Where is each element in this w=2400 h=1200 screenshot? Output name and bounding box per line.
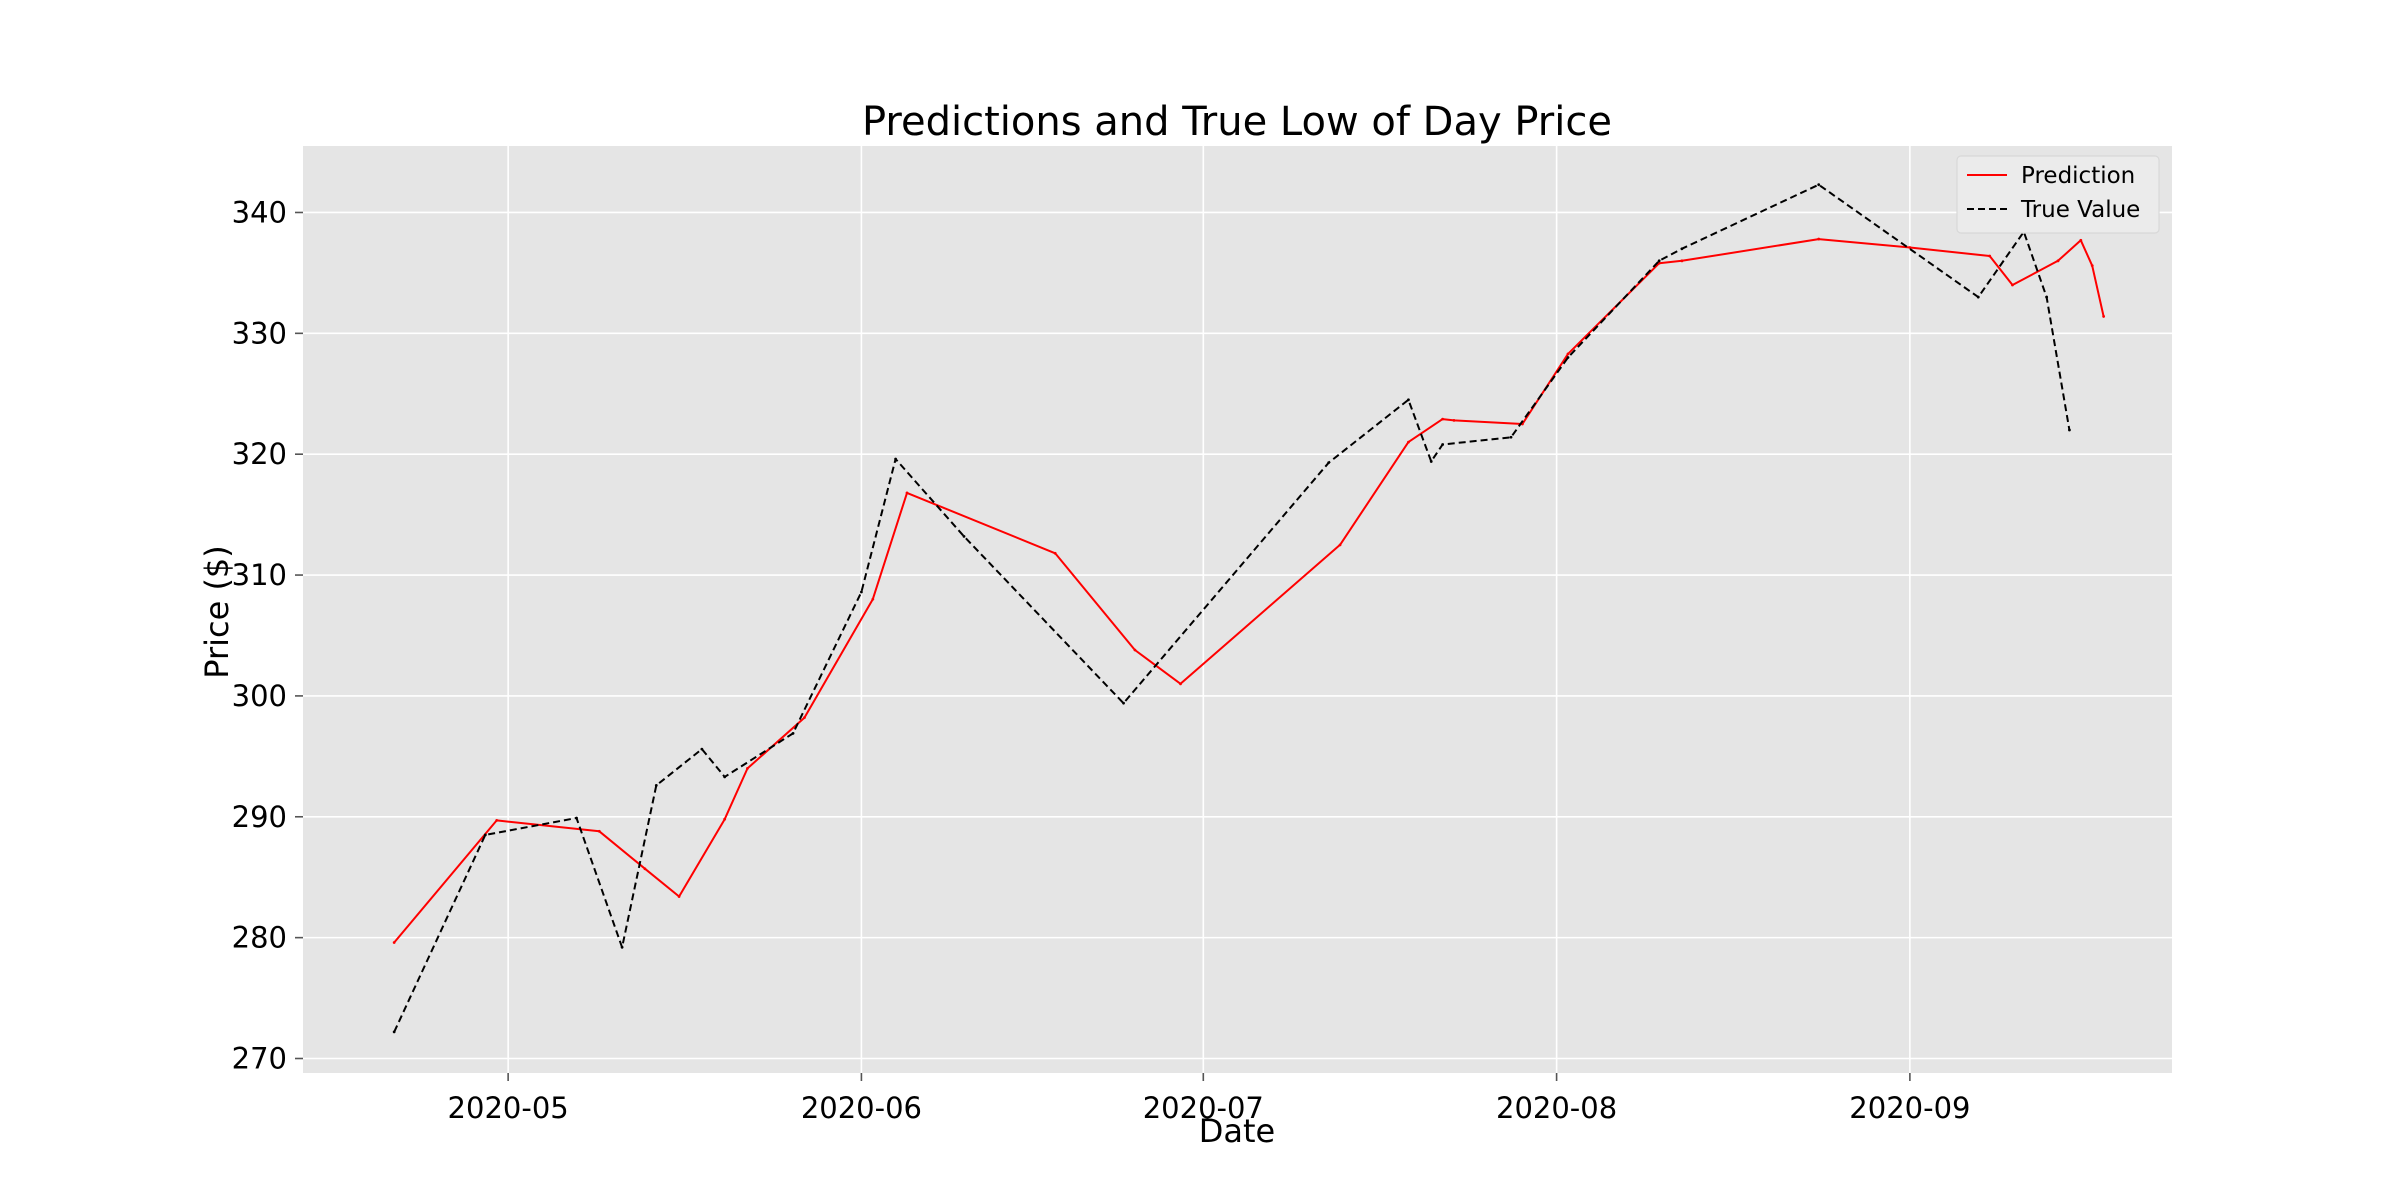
- x-tick-label: 2020-05: [448, 1091, 569, 1125]
- data-point: [1179, 682, 1182, 686]
- data-point: [1122, 701, 1125, 705]
- data-point: [392, 1030, 396, 1034]
- y-tick-label: 320: [232, 437, 287, 471]
- data-point: [2102, 315, 2106, 318]
- x-tick-label: 2020-07: [1143, 1091, 1264, 1125]
- data-point: [1407, 440, 1410, 444]
- data-point: [677, 895, 681, 898]
- data-point: [905, 491, 909, 495]
- plot-area: [303, 146, 2172, 1073]
- axis-ticks: 2020-05 2020-06 2020-07 2020-08 2020-09 270 28…: [232, 195, 1971, 1125]
- data-point: [1441, 417, 1445, 421]
- data-point: [1338, 543, 1342, 547]
- y-tick-label: 290: [232, 800, 287, 834]
- data-point: [723, 817, 727, 821]
- data-point: [894, 457, 898, 461]
- data-point: [1452, 418, 1456, 422]
- x-tick-label: 2020-06: [801, 1091, 922, 1125]
- data-point: [1407, 398, 1410, 402]
- data-point: [746, 767, 749, 770]
- data-point: [1327, 461, 1331, 465]
- data-point: [1509, 435, 1513, 439]
- legend-label: Prediction: [2021, 163, 2135, 189]
- data-point: [803, 716, 806, 720]
- data-point: [2090, 264, 2094, 268]
- data-point: [620, 945, 624, 949]
- legend: Prediction True Value: [1956, 155, 2160, 234]
- legend-box: [1956, 155, 2160, 234]
- data-point: [1680, 247, 1684, 251]
- data-point: [643, 867, 647, 871]
- data-point: [2045, 295, 2049, 299]
- data-point: [1657, 259, 1661, 263]
- data-point: [1817, 237, 1821, 241]
- data-point: [597, 829, 601, 833]
- y-tick-label: 340: [232, 195, 287, 229]
- data-point: [2056, 259, 2060, 263]
- data-point: [483, 833, 487, 837]
- y-tick-label: 310: [232, 558, 287, 592]
- data-point: [654, 783, 658, 787]
- y-tick-label: 270: [232, 1041, 287, 1075]
- x-axis-label: Date: [1199, 1112, 1275, 1150]
- data-point: [2068, 428, 2071, 432]
- chart-title: Predictions and True Low of Day Price: [862, 99, 1612, 145]
- y-axis-label: Price ($): [198, 545, 236, 679]
- data-point: [392, 941, 396, 944]
- data-point: [962, 534, 966, 538]
- data-point: [723, 775, 727, 779]
- y-tick-label: 300: [232, 679, 287, 713]
- gridlines: [303, 146, 2172, 1073]
- data-point: [1680, 259, 1684, 263]
- data-point: [1566, 352, 1570, 356]
- data-point: [495, 819, 499, 822]
- data-point: [2011, 283, 2014, 287]
- data-point: [2079, 238, 2083, 242]
- data-point: [575, 816, 578, 820]
- data-point: [1976, 295, 1980, 299]
- data-point: [1133, 648, 1137, 652]
- data-point: [871, 597, 875, 601]
- y-tick-label: 330: [232, 316, 287, 350]
- data-point: [1441, 443, 1445, 446]
- data-point: [860, 590, 863, 594]
- x-tick-label: 2020-09: [1849, 1091, 1970, 1125]
- data-point: [1817, 183, 1821, 187]
- legend-label: True Value: [2020, 197, 2140, 223]
- y-tick-label: 280: [232, 921, 287, 955]
- data-point: [700, 747, 704, 751]
- data-point: [1429, 460, 1433, 463]
- data-point: [1566, 356, 1570, 359]
- data-point: [791, 731, 795, 735]
- data-point: [1053, 551, 1057, 555]
- x-tick-label: 2020-08: [1496, 1091, 1617, 1125]
- data-point: [1988, 254, 1992, 258]
